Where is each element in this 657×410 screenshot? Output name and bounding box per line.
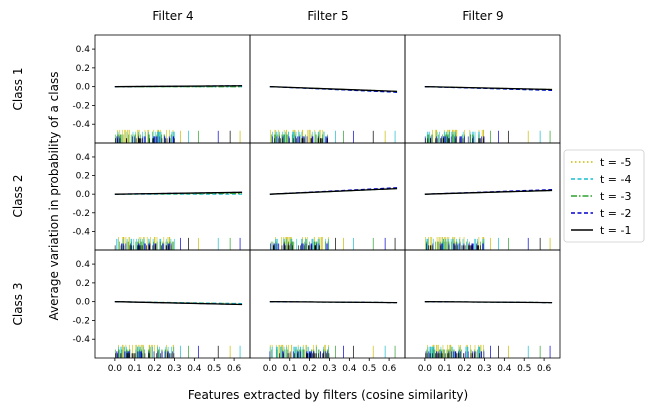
x-tick-label: 0.2	[302, 364, 316, 374]
legend-item: t = -4	[571, 173, 632, 186]
column-title-filter-5: Filter 5	[307, 9, 348, 23]
panel-r3-c1: -0.4 -0.2 0.0 0.2 0.4 0.0 0.1 0.2 0.3 0.4 0.5 0.6	[72, 249, 251, 374]
y-axis-label: Average variation in probability of a cl…	[47, 72, 61, 321]
legend-frame	[563, 149, 645, 243]
y-tick-label: -0.2	[72, 316, 90, 326]
series-line	[269, 301, 398, 304]
y-tick-label: 0.2	[76, 279, 90, 289]
row-title-class-3: Class 3	[11, 282, 25, 325]
column-title-filter-4: Filter 4	[152, 9, 193, 23]
row-titles: Class 1 Class 2 Class 3	[11, 67, 25, 325]
legend-item: t = -2	[571, 207, 632, 220]
series-line	[424, 301, 553, 304]
rug	[425, 236, 551, 250]
rug	[270, 129, 396, 143]
panel-r2-c2	[249, 142, 406, 251]
panel-frame	[249, 249, 406, 359]
x-tick-label: 0.1	[438, 364, 452, 374]
rug	[269, 344, 396, 358]
rug	[269, 236, 396, 250]
panel-r1-c3	[404, 34, 561, 144]
panel-r2-c3	[404, 142, 561, 251]
column-title-filter-9: Filter 9	[462, 9, 503, 23]
y-tick-label: -0.4	[72, 227, 90, 237]
series-line	[114, 192, 243, 195]
x-tick-label: 0.0	[108, 364, 123, 374]
y-tick-label: 0.0	[76, 83, 91, 93]
legend: t = -5 t = -4 t = -3 t = -2 t = -1	[563, 149, 645, 243]
x-tick-label: 0.6	[227, 364, 242, 374]
panel-r1-c2	[249, 34, 406, 144]
panels: -0.4-0.20.00.20.4-0.4-0.20.00.20.4-0.4-0…	[72, 34, 561, 374]
panel-frame	[249, 142, 406, 251]
legend-label: t = -2	[600, 207, 632, 220]
panel-r1-c1: -0.4 -0.2 0.0 0.2 0.4	[72, 34, 251, 144]
x-tick-label: 0.4	[342, 364, 357, 374]
panel-frame	[94, 142, 251, 251]
legend-label: t = -5	[600, 156, 632, 169]
series-line	[424, 189, 553, 195]
x-tick-label: 0.6	[537, 364, 552, 374]
x-tick-label: 0.4	[497, 364, 512, 374]
x-tick-label: 0.5	[207, 364, 221, 374]
x-tick-label: 0.1	[128, 364, 142, 374]
x-tick-label: 0.0	[263, 364, 278, 374]
y-tick-label: -0.4	[72, 335, 90, 345]
x-tick-label: 0.0	[418, 364, 433, 374]
legend-item: t = -3	[571, 190, 632, 203]
x-tick-label: 0.5	[517, 364, 531, 374]
x-axis-label: Features extracted by filters (cosine si…	[188, 388, 468, 402]
series-line	[114, 85, 243, 88]
y-tick-label: 0.0	[76, 190, 91, 200]
series-line	[424, 86, 553, 91]
legend-item: t = -1	[571, 224, 632, 237]
rug	[114, 236, 241, 250]
column-titles: Filter 4 Filter 5 Filter 9	[152, 9, 503, 23]
y-tick-label: 0.4	[76, 260, 91, 270]
x-tick-label: 0.5	[362, 364, 376, 374]
y-tick-label: 0.0	[76, 298, 91, 308]
series-line	[269, 86, 398, 92]
panel-frame	[404, 142, 561, 251]
x-tick-label: 0.6	[382, 364, 397, 374]
rug	[425, 344, 551, 358]
legend-label: t = -3	[600, 190, 632, 203]
y-tick-label: 0.2	[76, 172, 90, 182]
series-line	[114, 191, 243, 195]
row-title-class-1: Class 1	[11, 67, 25, 110]
x-tick-label: 0.3	[322, 364, 336, 374]
rug	[114, 129, 241, 143]
series-line	[114, 301, 243, 306]
x-tick-label: 0.4	[187, 364, 202, 374]
rug	[424, 129, 551, 143]
series-line	[269, 187, 398, 195]
x-tick-label: 0.2	[457, 364, 471, 374]
rug	[114, 344, 241, 358]
x-tick-label: 0.3	[477, 364, 491, 374]
panel-frame	[404, 249, 561, 359]
panel-frame	[94, 34, 251, 144]
y-tick-label: -0.4	[72, 120, 90, 130]
x-tick-label: 0.3	[167, 364, 181, 374]
y-tick-label: -0.2	[72, 101, 90, 111]
x-tick-label: 0.1	[283, 364, 297, 374]
panel-r2-c1: -0.4 -0.2 0.0 0.2 0.4	[72, 142, 251, 251]
y-tick-label: -0.2	[72, 209, 90, 219]
panel-r3-c2: 0.0 0.1 0.2 0.3 0.4 0.5 0.6	[249, 249, 406, 374]
panel-r3-c3: 0.0 0.1 0.2 0.3 0.4 0.5 0.6	[404, 249, 561, 374]
y-tick-label: 0.2	[76, 64, 90, 74]
y-tick-label: 0.4	[76, 153, 91, 163]
legend-label: t = -1	[600, 224, 632, 237]
y-tick-label: 0.4	[76, 45, 91, 55]
row-title-class-2: Class 2	[11, 174, 25, 217]
legend-label: t = -4	[600, 173, 632, 186]
x-tick-label: 0.2	[147, 364, 161, 374]
legend-item: t = -5	[571, 156, 632, 169]
